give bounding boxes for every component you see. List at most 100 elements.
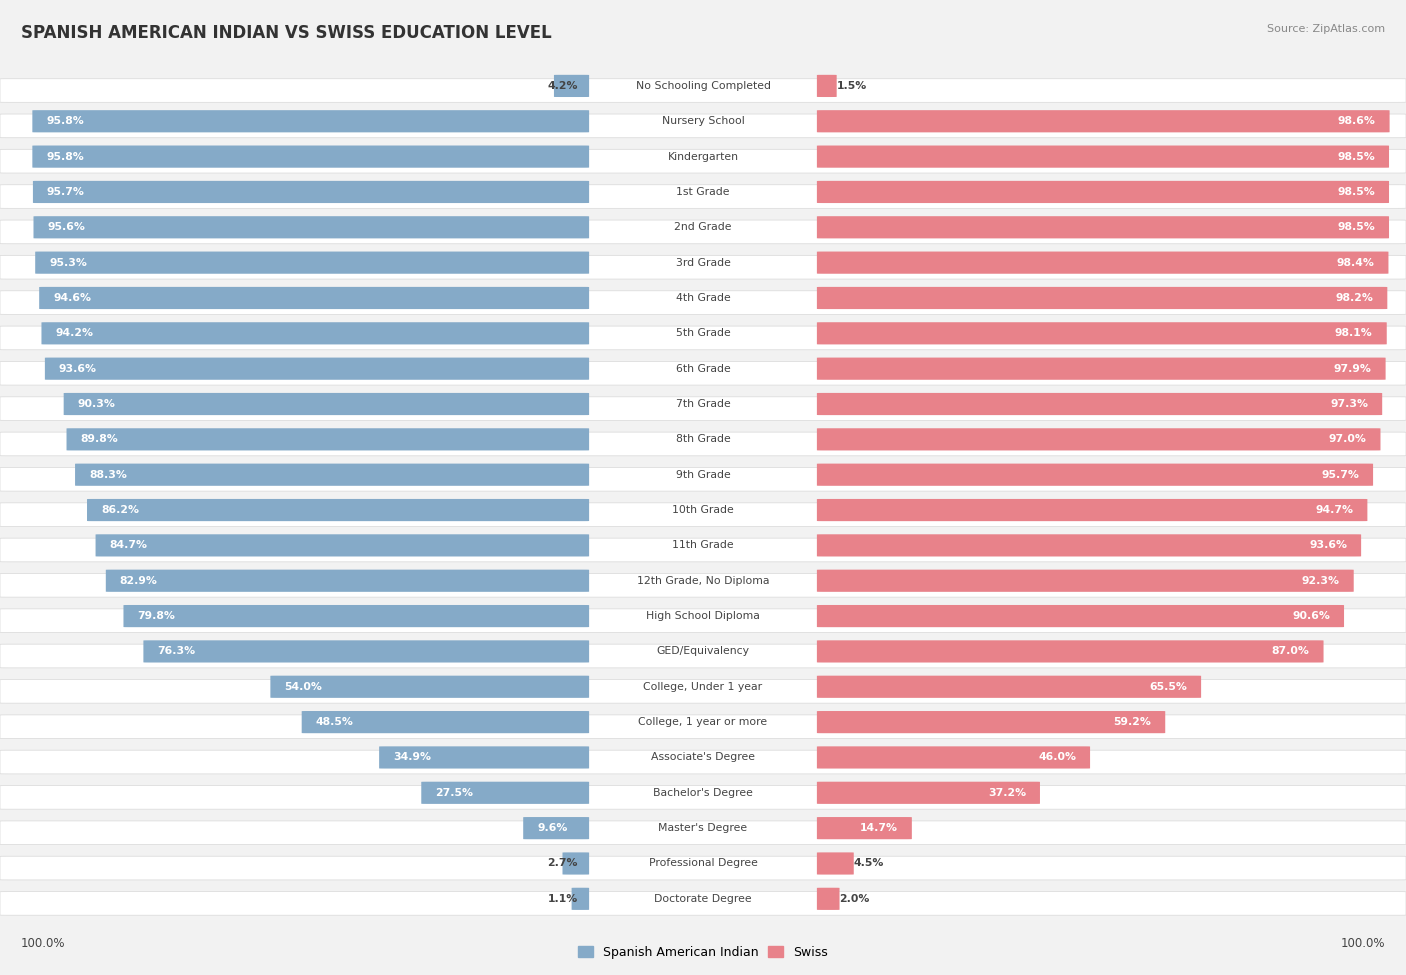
- FancyBboxPatch shape: [0, 79, 1406, 102]
- FancyBboxPatch shape: [554, 75, 589, 98]
- FancyBboxPatch shape: [0, 397, 1406, 420]
- Text: 84.7%: 84.7%: [110, 540, 148, 551]
- FancyBboxPatch shape: [817, 569, 1354, 592]
- FancyBboxPatch shape: [817, 428, 1381, 450]
- FancyBboxPatch shape: [817, 463, 1374, 486]
- Text: Source: ZipAtlas.com: Source: ZipAtlas.com: [1267, 24, 1385, 34]
- FancyBboxPatch shape: [0, 856, 1406, 879]
- Text: 98.1%: 98.1%: [1334, 329, 1372, 338]
- FancyBboxPatch shape: [32, 110, 589, 133]
- Text: 97.9%: 97.9%: [1334, 364, 1371, 373]
- Text: 9.6%: 9.6%: [537, 823, 568, 834]
- FancyBboxPatch shape: [87, 499, 589, 522]
- FancyBboxPatch shape: [817, 782, 1040, 804]
- FancyBboxPatch shape: [817, 180, 1389, 203]
- FancyBboxPatch shape: [0, 255, 1406, 279]
- Text: 1st Grade: 1st Grade: [676, 187, 730, 197]
- Text: 95.8%: 95.8%: [46, 151, 84, 162]
- Text: No Schooling Completed: No Schooling Completed: [636, 81, 770, 91]
- Text: 95.8%: 95.8%: [46, 116, 84, 127]
- FancyBboxPatch shape: [523, 817, 589, 839]
- FancyBboxPatch shape: [0, 326, 1406, 350]
- FancyBboxPatch shape: [35, 252, 589, 274]
- FancyBboxPatch shape: [817, 322, 1386, 344]
- FancyBboxPatch shape: [817, 887, 839, 910]
- FancyBboxPatch shape: [817, 287, 1388, 309]
- Text: Nursery School: Nursery School: [662, 116, 744, 127]
- FancyBboxPatch shape: [0, 362, 1406, 385]
- Text: 89.8%: 89.8%: [80, 434, 118, 445]
- FancyBboxPatch shape: [0, 891, 1406, 916]
- FancyBboxPatch shape: [0, 184, 1406, 209]
- FancyBboxPatch shape: [0, 680, 1406, 703]
- Text: 9th Grade: 9th Grade: [676, 470, 730, 480]
- FancyBboxPatch shape: [124, 604, 589, 627]
- FancyBboxPatch shape: [0, 821, 1406, 844]
- FancyBboxPatch shape: [572, 887, 589, 910]
- FancyBboxPatch shape: [562, 852, 589, 875]
- Text: 4.2%: 4.2%: [547, 81, 578, 91]
- Text: 94.2%: 94.2%: [55, 329, 94, 338]
- Text: 4th Grade: 4th Grade: [676, 292, 730, 303]
- Text: 100.0%: 100.0%: [21, 937, 66, 951]
- Text: 5th Grade: 5th Grade: [676, 329, 730, 338]
- FancyBboxPatch shape: [45, 358, 589, 380]
- Text: 86.2%: 86.2%: [101, 505, 139, 515]
- Text: 54.0%: 54.0%: [284, 682, 322, 692]
- Text: 11th Grade: 11th Grade: [672, 540, 734, 551]
- FancyBboxPatch shape: [817, 358, 1385, 380]
- Text: Doctorate Degree: Doctorate Degree: [654, 894, 752, 904]
- Legend: Spanish American Indian, Swiss: Spanish American Indian, Swiss: [572, 941, 834, 964]
- Text: 98.6%: 98.6%: [1337, 116, 1375, 127]
- FancyBboxPatch shape: [422, 782, 589, 804]
- FancyBboxPatch shape: [270, 676, 589, 698]
- FancyBboxPatch shape: [0, 503, 1406, 526]
- FancyBboxPatch shape: [66, 428, 589, 450]
- FancyBboxPatch shape: [817, 641, 1323, 663]
- FancyBboxPatch shape: [817, 110, 1389, 133]
- FancyBboxPatch shape: [0, 467, 1406, 491]
- Text: 79.8%: 79.8%: [138, 611, 176, 621]
- Text: 94.7%: 94.7%: [1316, 505, 1354, 515]
- FancyBboxPatch shape: [63, 393, 589, 415]
- FancyBboxPatch shape: [0, 573, 1406, 597]
- FancyBboxPatch shape: [817, 252, 1389, 274]
- Text: 95.3%: 95.3%: [49, 257, 87, 268]
- Text: Associate's Degree: Associate's Degree: [651, 753, 755, 762]
- FancyBboxPatch shape: [0, 608, 1406, 633]
- Text: 95.7%: 95.7%: [46, 187, 84, 197]
- Text: 93.6%: 93.6%: [59, 364, 97, 373]
- Text: 2.7%: 2.7%: [547, 858, 578, 869]
- Text: College, 1 year or more: College, 1 year or more: [638, 717, 768, 727]
- FancyBboxPatch shape: [32, 180, 589, 203]
- FancyBboxPatch shape: [817, 75, 837, 98]
- Text: 59.2%: 59.2%: [1114, 717, 1152, 727]
- FancyBboxPatch shape: [0, 149, 1406, 173]
- Text: 95.6%: 95.6%: [48, 222, 86, 232]
- Text: 92.3%: 92.3%: [1302, 575, 1340, 586]
- Text: 48.5%: 48.5%: [316, 717, 354, 727]
- FancyBboxPatch shape: [39, 287, 589, 309]
- Text: 1.5%: 1.5%: [837, 81, 868, 91]
- FancyBboxPatch shape: [817, 817, 912, 839]
- FancyBboxPatch shape: [817, 852, 853, 875]
- FancyBboxPatch shape: [105, 569, 589, 592]
- Text: 82.9%: 82.9%: [120, 575, 157, 586]
- Text: 2.0%: 2.0%: [839, 894, 870, 904]
- Text: 6th Grade: 6th Grade: [676, 364, 730, 373]
- FancyBboxPatch shape: [817, 145, 1389, 168]
- Text: 37.2%: 37.2%: [988, 788, 1026, 798]
- FancyBboxPatch shape: [143, 641, 589, 663]
- FancyBboxPatch shape: [380, 746, 589, 768]
- Text: 4.5%: 4.5%: [853, 858, 884, 869]
- Text: GED/Equivalency: GED/Equivalency: [657, 646, 749, 656]
- FancyBboxPatch shape: [0, 114, 1406, 137]
- FancyBboxPatch shape: [817, 216, 1389, 239]
- Text: 3rd Grade: 3rd Grade: [675, 257, 731, 268]
- Text: 97.3%: 97.3%: [1330, 399, 1368, 410]
- Text: 34.9%: 34.9%: [394, 753, 432, 762]
- Text: 88.3%: 88.3%: [89, 470, 127, 480]
- Text: 46.0%: 46.0%: [1038, 753, 1076, 762]
- FancyBboxPatch shape: [34, 216, 589, 239]
- Text: 8th Grade: 8th Grade: [676, 434, 730, 445]
